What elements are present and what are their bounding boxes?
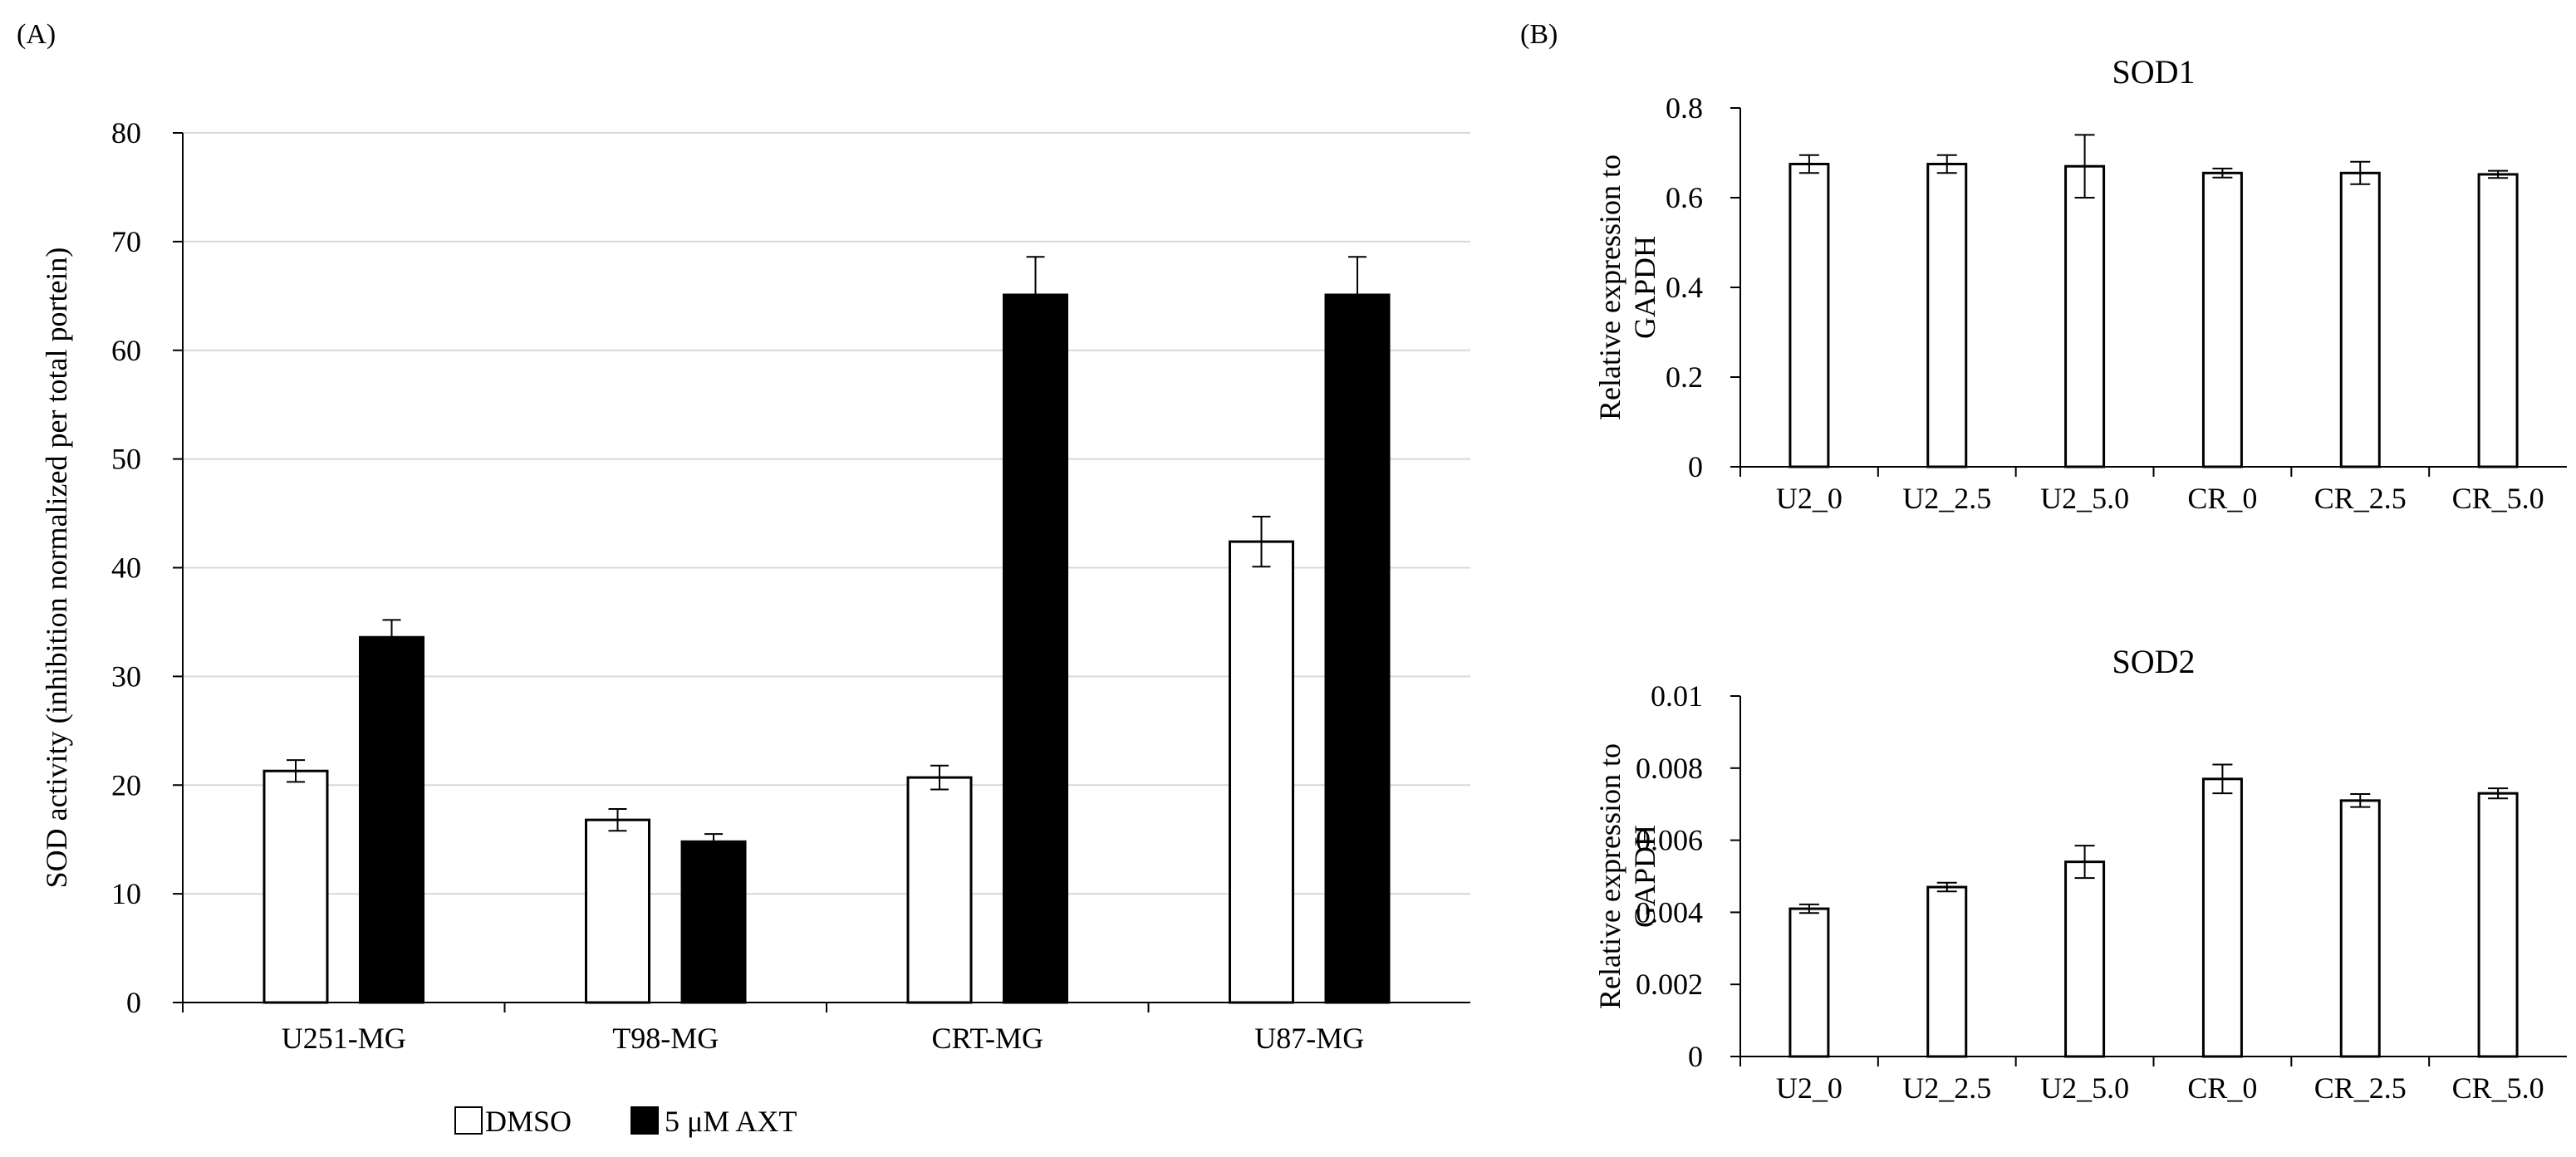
x-tick-label: U2_2.5	[1902, 1071, 1991, 1105]
legend: DMSO 5 μM AXT	[454, 1105, 797, 1138]
y-tick-label: 0.006	[1636, 824, 1703, 857]
y-tick-label: 40	[111, 552, 141, 585]
bar	[2339, 171, 2381, 468]
legend-label-dmso: DMSO	[485, 1105, 572, 1138]
x-tick-label: U2_0	[1776, 482, 1842, 515]
legend-swatch-dmso	[454, 1106, 483, 1135]
bar	[1926, 885, 1968, 1058]
y-tick-label: 0	[1688, 450, 1703, 483]
panel-label-b: (B)	[1520, 19, 1558, 50]
bar	[1324, 293, 1391, 1004]
x-tick-label: U251-MG	[282, 1022, 406, 1055]
y-tick-label: 0	[126, 986, 141, 1019]
bar	[1926, 163, 1968, 468]
bar	[2477, 173, 2519, 468]
y-tick-label: 50	[111, 443, 141, 476]
y-tick-label: 0.002	[1636, 968, 1703, 1001]
x-tick-label: U2_0	[1776, 1071, 1842, 1105]
y-tick-label: 0.8	[1666, 91, 1703, 125]
y-tick-label: 0.6	[1666, 181, 1703, 214]
x-tick-label: CR_5.0	[2452, 482, 2544, 515]
y-tick-label: 0.008	[1636, 752, 1703, 785]
bar	[2064, 860, 2106, 1058]
bar	[2339, 799, 2381, 1058]
chart-b-sod1: 0 0.2 0.4 0.6 0.8 U2_0 U2_2.5 U2_5.0 CR_0 CR_2.5 C…	[1593, 53, 2567, 515]
bar	[1228, 540, 1294, 1004]
y-axis-label: Relative expression toGAPDH	[1593, 154, 1661, 420]
x-tick-label: CR_5.0	[2452, 1071, 2544, 1105]
x-tick-label: CR_2.5	[2314, 1071, 2407, 1105]
y-tick-label: 20	[111, 768, 141, 802]
y-tick-label: 70	[111, 225, 141, 258]
x-tick-label: CRT-MG	[931, 1022, 1043, 1055]
chart-title: SOD1	[2112, 53, 2195, 91]
x-tick-label: CR_2.5	[2314, 482, 2407, 515]
x-tick-label: U2_5.0	[2040, 482, 2129, 515]
x-tick-label: U87-MG	[1254, 1022, 1364, 1055]
y-axis-label: SOD activity (inhibition normalized per …	[40, 248, 73, 889]
y-tick-label: 0.4	[1666, 271, 1703, 304]
legend-swatch-axt	[631, 1106, 659, 1135]
bar	[359, 635, 425, 1004]
bar	[1003, 293, 1069, 1004]
x-tick-label: CR_0	[2187, 1071, 2257, 1105]
bar	[2201, 171, 2243, 468]
bar	[2477, 792, 2519, 1058]
y-tick-label: 10	[111, 877, 141, 910]
bar	[263, 769, 329, 1004]
y-tick-label: 60	[111, 334, 141, 367]
bar	[1788, 907, 1830, 1058]
y-tick-label: 0	[1688, 1040, 1703, 1073]
bar	[906, 776, 973, 1004]
bar	[1788, 163, 1830, 468]
legend-label-axt: 5 μM AXT	[665, 1105, 797, 1138]
x-tick-label: U2_5.0	[2040, 1071, 2129, 1105]
bar	[2201, 777, 2243, 1058]
bar	[584, 818, 650, 1004]
y-tick-label: 0.004	[1636, 895, 1703, 929]
chart-title: SOD2	[2112, 643, 2195, 680]
x-tick-label: U2_2.5	[1902, 482, 1991, 515]
x-tick-label: CR_0	[2187, 482, 2257, 515]
x-tick-label: T98-MG	[612, 1022, 719, 1055]
bar	[680, 840, 747, 1004]
y-tick-label: 0.01	[1651, 679, 1703, 713]
y-tick-label: 0.2	[1666, 360, 1703, 394]
y-tick-label: 30	[111, 659, 141, 693]
y-tick-label: 80	[111, 116, 141, 150]
chart-a: 0 10 20 30 40 50 60 70 80 U251-MG T98-MG CRT-MG U87-…	[40, 116, 1470, 1055]
panel-label-a: (A)	[17, 19, 56, 50]
y-axis-label: Relative expression toGAPDH	[1593, 743, 1661, 1009]
chart-b-sod2: 0 0.002 0.004 0.006 0.008 0.01 U2_0 U2_2.5 U2_5.…	[1593, 643, 2567, 1105]
bar	[2064, 164, 2106, 468]
